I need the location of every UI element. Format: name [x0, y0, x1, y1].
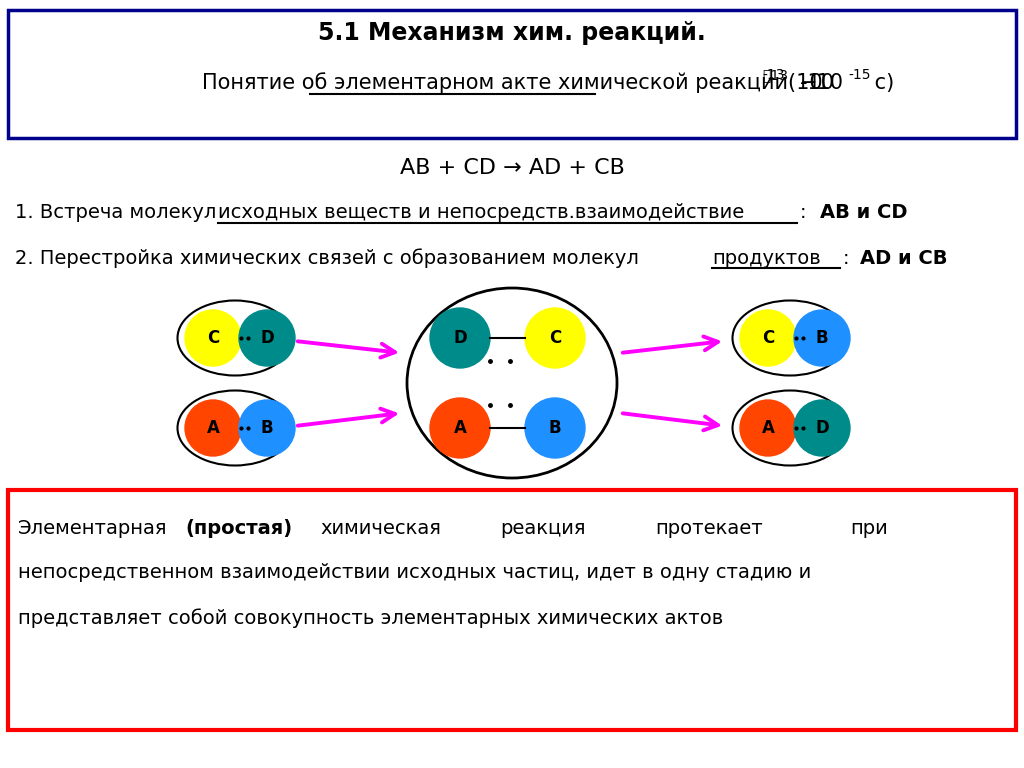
Text: C: C [762, 329, 774, 347]
Bar [8, 490, 1016, 730]
Circle shape [525, 398, 585, 458]
Circle shape [185, 310, 241, 366]
Text: -10: -10 [800, 73, 834, 93]
Text: продуктов: продуктов [712, 249, 821, 267]
Text: (простая): (простая) [185, 518, 292, 538]
Text: −10: −10 [800, 73, 844, 93]
Circle shape [239, 310, 295, 366]
Text: представляет собой совокупность элементарных химических актов: представляет собой совокупность элемента… [18, 608, 723, 628]
Text: :: : [800, 204, 819, 223]
Text: C: C [549, 329, 561, 347]
Text: D: D [815, 419, 828, 437]
Text: -15: -15 [848, 68, 870, 82]
Ellipse shape [177, 390, 293, 465]
Circle shape [185, 400, 241, 456]
Circle shape [430, 308, 490, 368]
Text: химическая: химическая [319, 518, 441, 538]
Circle shape [740, 310, 796, 366]
Ellipse shape [732, 390, 848, 465]
Circle shape [430, 398, 490, 458]
Text: A: A [454, 419, 467, 437]
Circle shape [794, 310, 850, 366]
Text: Элементарная: Элементарная [18, 518, 168, 538]
Text: 1. Встреча молекул: 1. Встреча молекул [15, 204, 222, 223]
Text: -13: -13 [762, 68, 784, 82]
Text: реакция: реакция [500, 518, 586, 538]
Text: C: C [207, 329, 219, 347]
Text: B: B [549, 419, 561, 437]
Text: D: D [260, 329, 273, 347]
Text: при: при [850, 518, 888, 538]
Ellipse shape [732, 300, 848, 376]
Text: :: : [843, 249, 856, 267]
Text: Понятие об элементарном акте химической реакции(10: Понятие об элементарном акте химической … [202, 73, 822, 94]
Circle shape [740, 400, 796, 456]
Text: непосредственном взаимодействии исходных частиц, идет в одну стадию и: непосредственном взаимодействии исходных… [18, 564, 811, 582]
Text: D: D [454, 329, 467, 347]
Text: 5.1 Механизм хим. реакций.: 5.1 Механизм хим. реакций. [318, 21, 706, 45]
Bar [8, 10, 1016, 138]
Text: AD и CB: AD и CB [860, 249, 947, 267]
Text: A: A [207, 419, 219, 437]
Circle shape [525, 308, 585, 368]
Ellipse shape [407, 288, 617, 478]
Text: B: B [261, 419, 273, 437]
Text: ⁳13: ⁳13 [762, 68, 788, 82]
Text: AB + CD → AD + CB: AB + CD → AD + CB [399, 158, 625, 178]
Text: исходных веществ и непосредств.взаимодействие: исходных веществ и непосредств.взаимодей… [218, 204, 744, 223]
Text: B: B [816, 329, 828, 347]
Circle shape [239, 400, 295, 456]
Ellipse shape [177, 300, 293, 376]
Text: с): с) [868, 73, 894, 93]
Text: AB и CD: AB и CD [820, 204, 907, 223]
Text: протекает: протекает [655, 518, 763, 538]
Text: 2. Перестройка химических связей с образованием молекул: 2. Перестройка химических связей с образ… [15, 248, 645, 268]
Circle shape [794, 400, 850, 456]
Text: A: A [762, 419, 774, 437]
